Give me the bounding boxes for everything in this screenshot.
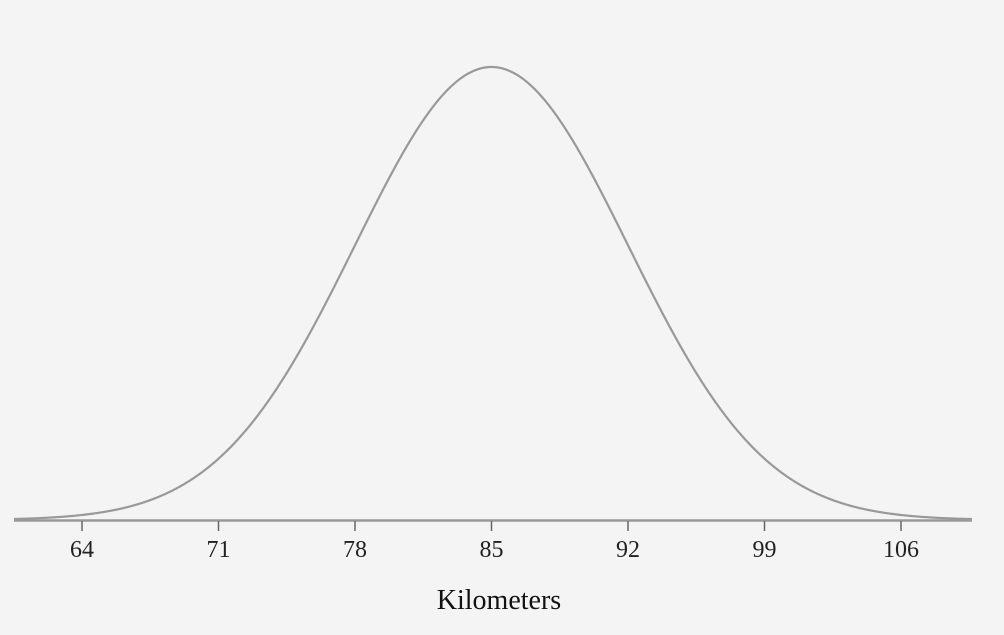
x-axis-title: Kilometers — [437, 585, 561, 616]
x-tick-label-106: 106 — [883, 537, 919, 563]
x-tick-label-99: 99 — [753, 537, 777, 563]
x-tick-label-64: 64 — [70, 537, 94, 563]
x-tick-label-92: 92 — [616, 537, 640, 563]
x-axis-ticks — [81, 521, 902, 531]
x-tick-label-78: 78 — [343, 537, 367, 563]
x-axis-tick-labels: 64 71 78 85 92 99 106 — [70, 537, 919, 563]
x-tick-label-85: 85 — [480, 537, 504, 563]
x-tick-label-71: 71 — [207, 537, 231, 563]
density-curve — [13, 65, 973, 521]
